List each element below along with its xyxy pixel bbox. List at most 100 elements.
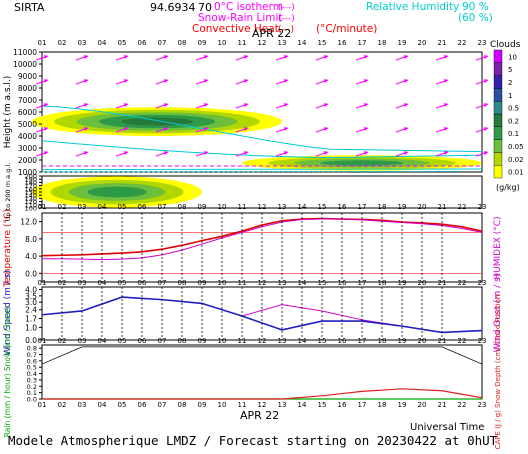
rain-tick-label: 0.1	[27, 389, 37, 397]
wind-tick-label: 3.5	[25, 292, 37, 301]
hour-label-row-2: 22	[458, 279, 467, 287]
wind-arrow-head	[44, 79, 48, 83]
hour-label-row-3: 02	[58, 337, 67, 345]
wind-arrow-head	[204, 151, 208, 155]
colorbar-tick-label: 0.05	[508, 143, 524, 151]
hour-label-row-1: 20	[418, 203, 427, 211]
colorbar-tick-label: 2	[508, 79, 512, 87]
wind-arrow-head	[444, 55, 448, 59]
rain-tick-label: 0.6	[27, 357, 37, 365]
hour-label-row-4: 14	[298, 401, 307, 409]
hour-label-row-4: 06	[138, 401, 147, 409]
hour-label-row-3: 21	[438, 337, 447, 345]
hour-label-row-3: 04	[98, 337, 107, 345]
colorbar-swatch	[493, 75, 503, 89]
hour-label-row-2: 14	[298, 279, 307, 287]
hour-label-row-2: 11	[238, 279, 247, 287]
hour-label-row-4: 19	[398, 401, 407, 409]
hour-label-row-0: 18	[378, 39, 387, 47]
hour-label-row-1: 09	[198, 203, 207, 211]
hour-label-row-1: 12	[258, 203, 267, 211]
colorbar-tick-label: 0.2	[508, 117, 519, 125]
hour-label-row-1: 02	[58, 203, 67, 211]
rh-contour-2	[41, 140, 483, 159]
wind-arrow-head	[284, 55, 288, 59]
hour-label-row-0: 05	[118, 39, 127, 47]
hour-label-row-3: 17	[358, 337, 367, 345]
hour-label-row-4: 04	[98, 401, 107, 409]
hour-label-row-3: 06	[138, 337, 147, 345]
temperature-panel: 0.0 4.0 8.0 12.0 Temperature (°C) HUMIDEX (°C…	[3, 209, 503, 288]
wind-arrow-head	[364, 79, 368, 83]
coord-suffix: 70	[198, 1, 212, 14]
cloud-lower-tick-label: 200	[25, 173, 37, 181]
hour-label-row-4: 23	[478, 401, 487, 409]
hour-label-row-4: 18	[378, 401, 387, 409]
cloud-lower-tick-label: 120	[25, 198, 37, 206]
wind-tick-label: 4.0	[25, 286, 37, 295]
rain-tick-label: 0.5	[27, 364, 37, 372]
hour-label-row-1: 16	[338, 203, 347, 211]
rh-contour-1	[41, 105, 483, 153]
wind-arrow-head	[164, 55, 168, 59]
hour-label-row-1: 23	[478, 203, 487, 211]
cloud-lower-tick-label: 140	[25, 192, 37, 200]
hour-label-row-2: 12	[258, 279, 267, 287]
cloud-upper-tick-label: 9000	[18, 72, 37, 81]
hour-label-row-4: 11	[238, 401, 247, 409]
colorbar-swatch	[493, 49, 503, 64]
gust-y-label: Wind Gust (m / s)	[493, 274, 503, 352]
cloud-upper-tick-label: 11000	[13, 48, 37, 57]
colorbar-swatch	[493, 100, 503, 115]
cloud-blob-0-level-4	[121, 117, 193, 126]
colorbar-tick-label: 0.02	[508, 156, 524, 164]
rh-value-2: (60 %)	[458, 12, 493, 24]
hour-label-row-4: 08	[178, 401, 187, 409]
wind-arrow-head	[84, 151, 88, 155]
hour-label-row-1: 17	[358, 203, 367, 211]
colorbar-swatch	[493, 126, 503, 140]
cloud-upper-tick-label: 3000	[18, 144, 37, 153]
hour-label-row-1: 07	[158, 203, 167, 211]
cloud-lower-tick-label: 100	[25, 205, 37, 213]
wind-arrow-head	[164, 151, 168, 155]
wind-arrow-head	[364, 55, 368, 59]
wind-arrow-head	[164, 79, 168, 83]
date-label-top: APR 22	[252, 27, 291, 40]
hour-label-row-0: 17	[358, 39, 367, 47]
hour-label-row-4: 17	[358, 401, 367, 409]
rain-series-1	[42, 388, 483, 400]
wind-arrow-head	[324, 151, 328, 155]
temp-tick-label: 8.0	[25, 235, 37, 244]
wind-arrow-head	[204, 79, 208, 83]
wind-arrow-head	[404, 151, 408, 155]
wind-arrow-head	[284, 151, 288, 155]
temp-tick-label: 0.0	[25, 269, 37, 278]
hour-label-row-3: 01	[38, 337, 47, 345]
hour-label-row-0: 02	[58, 39, 67, 47]
hour-label-row-3: 16	[338, 337, 347, 345]
cloud-upper-tick-label: 7000	[18, 96, 37, 105]
hour-label-row-3: 10	[218, 337, 227, 345]
hour-label-row-2: 18	[378, 279, 387, 287]
cloud-y-label: Height (m a.s.l.)	[3, 76, 13, 149]
hour-label-row-1: 05	[118, 203, 127, 211]
cloud-lower-tick-label: 170	[25, 182, 37, 190]
wind-arrow-head	[44, 127, 48, 131]
wind-arrow-head	[124, 151, 128, 155]
cape-y-label: CAPE (J / g) Snow Depth (cm) Cloud Fract…	[494, 295, 502, 450]
hour-label-row-2: 17	[358, 279, 367, 287]
wind-arrow-head	[124, 127, 128, 131]
cloud-lower-tick-label: 180	[25, 179, 37, 187]
legend-snow-rain: Snow-Rain Limit	[198, 12, 283, 24]
colorbar-tick-label: 10	[508, 53, 517, 61]
hour-label-row-2: 06	[138, 279, 147, 287]
hour-label-row-3: 09	[198, 337, 207, 345]
hour-label-row-3: 20	[418, 337, 427, 345]
wind-arrow-head	[404, 103, 408, 107]
hour-label-row-4: 22	[458, 401, 467, 409]
wind-arrow-head	[204, 55, 208, 59]
colorbar-tick-label: 0.1	[508, 130, 519, 138]
hour-label-row-1: 21	[438, 203, 447, 211]
hour-label-row-0: 11	[238, 39, 247, 47]
